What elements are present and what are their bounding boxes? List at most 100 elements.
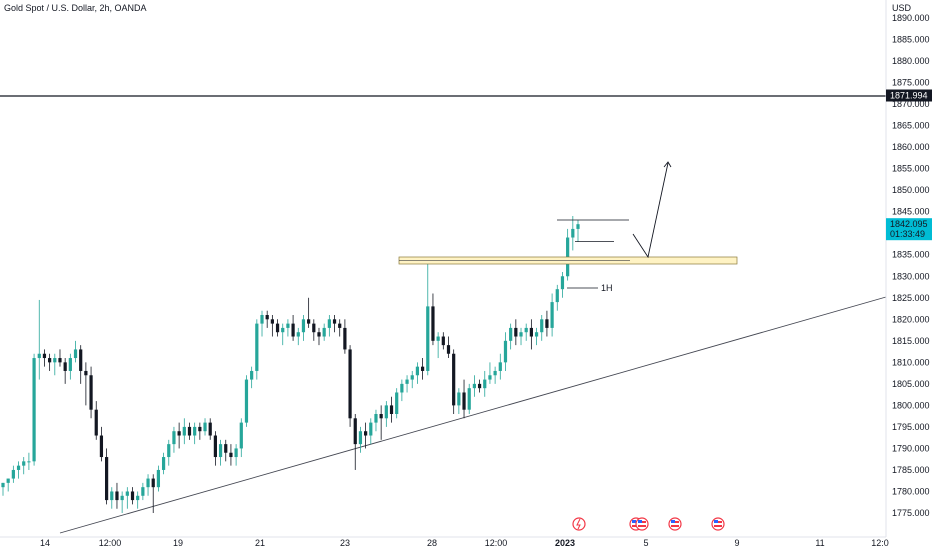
candle[interactable]	[260, 310, 264, 337]
candle[interactable]	[550, 293, 554, 337]
candle[interactable]	[151, 474, 155, 513]
candle[interactable]	[213, 431, 217, 466]
candle[interactable]	[405, 375, 409, 393]
candle[interactable]	[146, 474, 150, 496]
candle[interactable]	[291, 315, 295, 341]
candle[interactable]	[431, 293, 435, 346]
candle[interactable]	[566, 228, 570, 281]
candle[interactable]	[104, 448, 109, 505]
candle[interactable]	[410, 370, 414, 389]
us-flag-icon[interactable]	[668, 517, 682, 531]
candle[interactable]	[115, 482, 119, 509]
candle[interactable]	[343, 319, 347, 354]
candle[interactable]	[224, 439, 228, 462]
candle[interactable]	[312, 319, 316, 341]
candle[interactable]	[296, 327, 300, 346]
candle[interactable]	[255, 319, 259, 380]
candle[interactable]	[374, 409, 378, 432]
candle[interactable]	[84, 362, 88, 406]
candle[interactable]	[472, 375, 477, 397]
candle[interactable]	[27, 452, 31, 470]
candle[interactable]	[524, 323, 528, 341]
ascending-trendline[interactable]	[59, 296, 887, 534]
candle[interactable]	[514, 319, 518, 346]
time-axis[interactable]: 14 12:00 19 21 23 28 12:00 2023 5 9 11 12:0	[0, 536, 889, 548]
candle[interactable]	[509, 323, 513, 350]
candle[interactable]	[389, 396, 394, 423]
candle[interactable]	[6, 478, 10, 492]
candle[interactable]	[218, 439, 223, 466]
candle[interactable]	[198, 422, 202, 440]
candle[interactable]	[156, 465, 161, 492]
candle[interactable]	[244, 375, 249, 427]
candle[interactable]	[42, 349, 47, 367]
candle[interactable]	[120, 491, 124, 513]
candle[interactable]	[436, 332, 440, 359]
candle[interactable]	[229, 444, 233, 466]
candle[interactable]	[89, 366, 93, 419]
candle[interactable]	[68, 353, 72, 380]
candle[interactable]	[182, 418, 186, 445]
candle[interactable]	[369, 418, 373, 445]
candle[interactable]	[203, 418, 207, 436]
candle[interactable]	[571, 216, 575, 251]
candle[interactable]	[161, 452, 166, 475]
candle[interactable]	[1, 482, 5, 496]
candle[interactable]	[493, 366, 497, 384]
candle[interactable]	[167, 439, 171, 466]
candle[interactable]	[270, 315, 274, 337]
candle[interactable]	[48, 353, 52, 371]
candle[interactable]	[503, 332, 508, 371]
candle[interactable]	[395, 388, 399, 419]
candle[interactable]	[172, 426, 176, 453]
candle[interactable]	[275, 319, 280, 337]
candle[interactable]	[415, 362, 420, 384]
candle[interactable]	[488, 362, 492, 384]
candle[interactable]	[498, 353, 502, 380]
us-flag-icon[interactable]	[635, 517, 649, 531]
candle[interactable]	[400, 379, 404, 402]
candle[interactable]	[208, 418, 212, 440]
candle[interactable]	[79, 345, 83, 384]
candle[interactable]	[193, 422, 197, 445]
candle[interactable]	[348, 345, 352, 427]
candle[interactable]	[384, 401, 388, 427]
candle[interactable]	[73, 340, 78, 363]
candle[interactable]	[125, 487, 129, 509]
candle[interactable]	[529, 319, 533, 350]
candle[interactable]	[110, 487, 114, 509]
candle[interactable]	[477, 379, 482, 393]
candle[interactable]	[576, 220, 580, 242]
candle[interactable]	[22, 457, 26, 475]
candle[interactable]	[322, 323, 326, 341]
candle[interactable]	[467, 383, 471, 414]
candle[interactable]	[452, 349, 456, 414]
candle[interactable]	[187, 422, 192, 440]
candle[interactable]	[130, 487, 135, 505]
candle[interactable]	[560, 271, 565, 298]
candle[interactable]	[234, 444, 238, 466]
candle[interactable]	[519, 327, 523, 346]
candle[interactable]	[11, 465, 15, 483]
candle[interactable]	[307, 297, 311, 328]
candle[interactable]	[545, 310, 549, 337]
candle[interactable]	[99, 426, 104, 462]
candle[interactable]	[379, 405, 383, 440]
candle[interactable]	[534, 327, 539, 346]
candle[interactable]	[177, 422, 181, 449]
candle[interactable]	[317, 327, 321, 346]
candle[interactable]	[53, 353, 57, 376]
candle[interactable]	[58, 349, 62, 367]
candle[interactable]	[281, 323, 285, 346]
candle[interactable]	[420, 358, 425, 380]
candle[interactable]	[353, 414, 357, 470]
candle[interactable]	[441, 332, 445, 350]
candle[interactable]	[286, 319, 290, 337]
candle[interactable]	[426, 259, 430, 376]
candle[interactable]	[446, 336, 451, 359]
candle[interactable]	[94, 401, 98, 440]
candle[interactable]	[540, 315, 544, 341]
candle[interactable]	[483, 370, 487, 397]
candle[interactable]	[462, 379, 466, 419]
